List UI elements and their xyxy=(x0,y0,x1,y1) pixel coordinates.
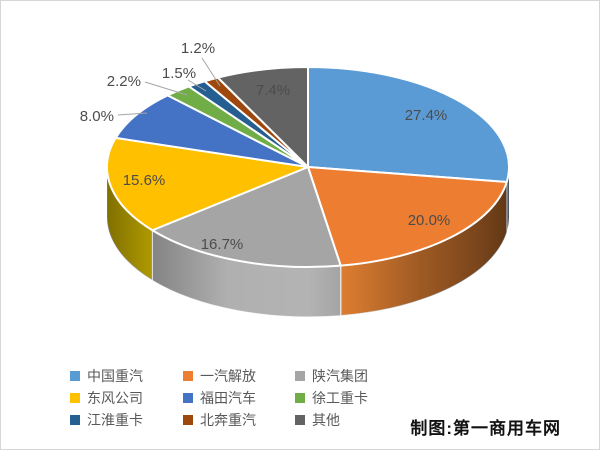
slice-label-8: 7.4% xyxy=(256,82,290,99)
legend-label-7: 北奔重汽 xyxy=(200,412,256,428)
legend-swatch-7 xyxy=(183,415,193,425)
slice-label-1: 20.0% xyxy=(408,212,451,229)
pie-top-faces xyxy=(106,66,510,268)
legend-swatch-5 xyxy=(295,393,305,403)
slice-label-5: 2.2% xyxy=(107,73,141,90)
legend-item-7: 北奔重汽 xyxy=(183,412,295,428)
legend-item-6: 江淮重卡 xyxy=(70,412,183,428)
legend-item-4: 福田汽车 xyxy=(183,390,295,406)
legend-swatch-1 xyxy=(183,371,193,381)
legend-item-5: 徐工重卡 xyxy=(295,390,401,406)
leader-line-6 xyxy=(187,79,207,92)
legend-swatch-8 xyxy=(295,415,305,425)
slice-label-7: 1.2% xyxy=(181,40,215,57)
legend-swatch-4 xyxy=(183,393,193,403)
legend-item-0: 中国重汽 xyxy=(70,368,183,384)
slice-label-6: 1.5% xyxy=(162,65,196,82)
legend-label-6: 江淮重卡 xyxy=(87,412,143,428)
pie-slice-3 xyxy=(106,136,309,232)
pie-data-labels: 27.4% 20.0% 16.7% 15.6% 8.0% 2.2% 1.5% 1.2% 7.4% xyxy=(80,40,450,253)
legend-label-4: 福田汽车 xyxy=(200,390,256,406)
legend-swatch-2 xyxy=(295,371,305,381)
legend-item-8: 其他 xyxy=(295,412,401,428)
legend-label-2: 陕汽集团 xyxy=(312,368,368,384)
slice-label-3: 15.6% xyxy=(123,172,166,189)
pie-slice-2 xyxy=(151,166,342,268)
legend-swatch-6 xyxy=(70,415,80,425)
chart-legend: 中国重汽 一汽解放 陕汽集团东风公司 福田汽车 徐工重卡江淮重卡 北奔重汽 其他 xyxy=(70,368,401,428)
leader-line-7 xyxy=(201,57,221,87)
leader-line-5 xyxy=(144,81,188,96)
credit-text: 制图:第一商用车网 xyxy=(410,419,561,438)
legend-label-3: 东风公司 xyxy=(87,390,143,406)
slice-label-0: 27.4% xyxy=(405,107,448,124)
pie-slice-1 xyxy=(307,166,508,267)
pie-slice-8 xyxy=(216,66,309,168)
legend-label-8: 其他 xyxy=(312,412,340,428)
pie-slice-side-shade-3 xyxy=(107,167,153,281)
leader-line-4 xyxy=(117,112,148,116)
pie-slice-0 xyxy=(307,66,510,184)
legend-item-1: 一汽解放 xyxy=(183,368,295,384)
legend-item-3: 东风公司 xyxy=(70,390,183,406)
slice-label-4: 8.0% xyxy=(80,108,114,125)
legend-label-5: 徐工重卡 xyxy=(312,390,368,406)
pie-leader-lines xyxy=(117,57,221,116)
legend-item-2: 陕汽集团 xyxy=(295,368,401,384)
legend-label-1: 一汽解放 xyxy=(200,368,256,384)
pie-slice-4 xyxy=(114,94,309,168)
slice-label-2: 16.7% xyxy=(201,236,244,253)
legend-swatch-0 xyxy=(70,371,80,381)
legend-swatch-3 xyxy=(70,393,80,403)
legend-label-0: 中国重汽 xyxy=(87,368,143,384)
